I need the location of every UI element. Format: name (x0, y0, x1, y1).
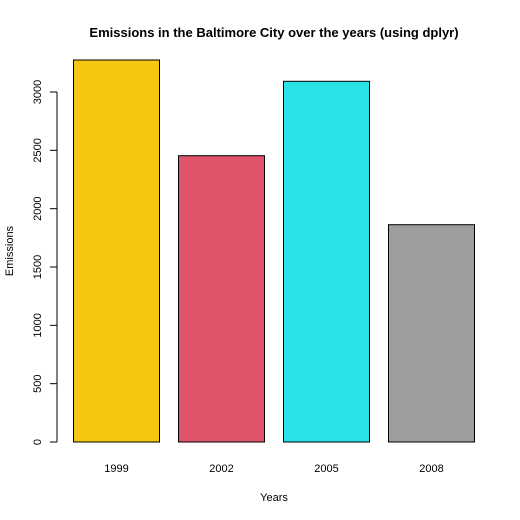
x-axis-label: Years (260, 492, 288, 504)
y-tick-label-2000: 2000 (32, 196, 44, 220)
x-axis: 1999 2002 2005 2008 (104, 463, 443, 475)
y-tick-label-3000: 3000 (32, 80, 44, 104)
x-tick-label-2008: 2008 (419, 463, 443, 475)
x-tick-label-1999: 1999 (104, 463, 128, 475)
bar-2005 (283, 80, 370, 443)
bar-2008 (388, 224, 475, 443)
y-tick-label-2500: 2500 (32, 138, 44, 162)
y-axis: 0 500 1000 1500 2000 2500 3000 (32, 80, 58, 445)
y-axis-label: Emissions (4, 225, 16, 276)
y-tick-label-1000: 1000 (32, 313, 44, 337)
x-tick-label-2002: 2002 (209, 463, 233, 475)
bar-2002 (178, 155, 265, 443)
bar-1999 (73, 59, 160, 443)
y-tick-label-500: 500 (32, 374, 44, 392)
bars-group (73, 59, 475, 443)
y-tick-label-0: 0 (32, 439, 44, 445)
y-tick-label-1500: 1500 (32, 255, 44, 279)
x-tick-label-2005: 2005 (314, 463, 338, 475)
chart-title: Emissions in the Baltimore City over the… (89, 25, 458, 40)
